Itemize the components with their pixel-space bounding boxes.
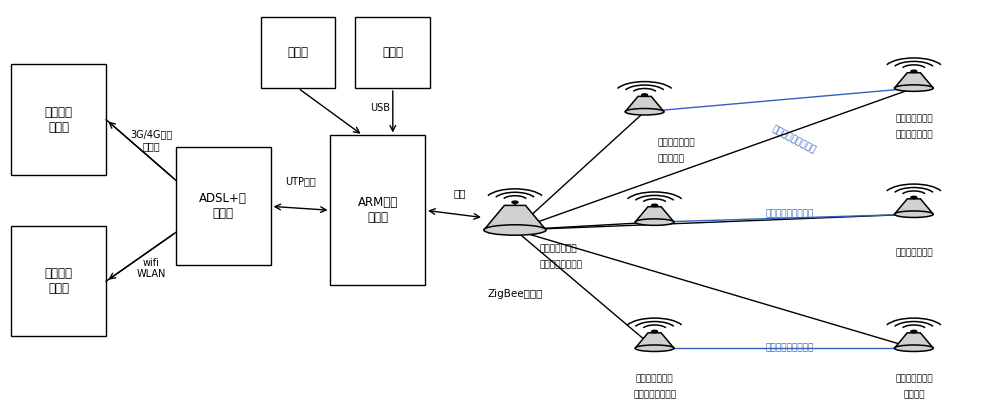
Ellipse shape [635, 345, 674, 352]
Polygon shape [894, 73, 933, 88]
Ellipse shape [894, 85, 933, 91]
Polygon shape [625, 96, 664, 112]
Ellipse shape [625, 108, 664, 115]
Bar [355, 17, 430, 88]
Circle shape [911, 196, 917, 199]
Ellipse shape [894, 345, 933, 352]
Bar [261, 17, 335, 88]
Text: 串口: 串口 [454, 188, 466, 198]
Text: USB: USB [370, 103, 390, 113]
Circle shape [512, 201, 518, 204]
Circle shape [642, 94, 648, 96]
Circle shape [652, 330, 658, 333]
Text: 开关控制节点：: 开关控制节点： [895, 114, 933, 124]
Text: 数据采集节点：: 数据采集节点： [636, 375, 673, 384]
Circle shape [911, 70, 917, 72]
Polygon shape [635, 207, 674, 222]
Text: 红外热释电、震动: 红外热释电、震动 [633, 390, 676, 400]
Text: 数据采集节点：: 数据采集节点： [658, 138, 695, 147]
Text: 摄像头: 摄像头 [382, 46, 403, 59]
Polygon shape [894, 333, 933, 348]
Polygon shape [894, 199, 933, 214]
Ellipse shape [894, 211, 933, 218]
Text: ARM网关
服务器: ARM网关 服务器 [358, 196, 398, 224]
Text: ADSL+无
线路由: ADSL+无 线路由 [199, 192, 247, 220]
Text: 自组网多跳路由转发: 自组网多跳路由转发 [771, 124, 818, 155]
Text: 摄像头: 摄像头 [288, 46, 309, 59]
Polygon shape [484, 205, 546, 230]
Text: 温度、湿度: 温度、湿度 [658, 154, 684, 163]
Text: ZigBee协调器: ZigBee协调器 [487, 289, 543, 299]
Text: 自组网多跳路由转发: 自组网多跳路由转发 [765, 344, 813, 353]
Text: 灯光控制继电器: 灯光控制继电器 [895, 130, 933, 139]
Bar [11, 226, 106, 336]
Circle shape [911, 330, 917, 333]
Text: 数据采集节点：: 数据采集节点： [540, 245, 578, 254]
Text: UTP网线: UTP网线 [285, 177, 316, 187]
Text: 开关控制节点：: 开关控制节点： [895, 375, 933, 384]
Text: 烟雾、雨滴、照度: 烟雾、雨滴、照度 [540, 260, 583, 270]
Text: 3G/4G移动
互联网: 3G/4G移动 互联网 [130, 129, 172, 151]
Bar [11, 64, 106, 175]
Polygon shape [635, 333, 674, 348]
Ellipse shape [635, 219, 674, 225]
Text: 本地安卓
客户端: 本地安卓 客户端 [45, 267, 73, 295]
Circle shape [652, 204, 658, 206]
Text: wifi
WLAN: wifi WLAN [136, 258, 166, 280]
Text: 窗帘电机: 窗帘电机 [903, 390, 925, 400]
Text: 远程安卓
客户端: 远程安卓 客户端 [45, 106, 73, 134]
Bar [176, 147, 271, 266]
Text: 红外遥控器节点: 红外遥控器节点 [895, 248, 933, 258]
Bar [330, 135, 425, 285]
Ellipse shape [484, 225, 546, 235]
Text: 自组网多跳路由转发: 自组网多跳路由转发 [765, 210, 813, 219]
